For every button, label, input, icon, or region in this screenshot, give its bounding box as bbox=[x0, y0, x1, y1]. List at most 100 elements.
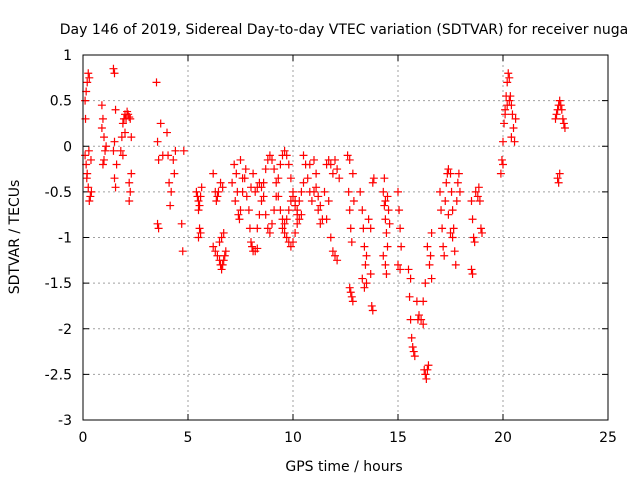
data-point-plus bbox=[110, 137, 119, 146]
data-point-plus bbox=[552, 110, 561, 119]
data-point-plus bbox=[111, 105, 120, 114]
data-point-plus bbox=[314, 206, 323, 215]
data-point-plus bbox=[295, 197, 304, 205]
y-tick-label: 0.5 bbox=[50, 94, 72, 110]
data-point-plus bbox=[194, 206, 203, 215]
data-point-plus bbox=[368, 178, 377, 187]
data-point-plus bbox=[415, 311, 423, 320]
data-point-plus bbox=[406, 274, 415, 283]
data-point-plus bbox=[100, 133, 108, 142]
data-point-plus bbox=[218, 260, 227, 269]
data-point-plus bbox=[125, 113, 134, 122]
data-point-plus bbox=[284, 206, 293, 215]
data-point-plus bbox=[394, 187, 402, 196]
data-point-plus bbox=[425, 260, 434, 269]
data-point-plus bbox=[362, 251, 371, 260]
data-point-plus bbox=[333, 256, 342, 265]
y-tick-label: -2.5 bbox=[45, 367, 72, 383]
data-point-plus bbox=[322, 215, 331, 224]
data-point-plus bbox=[555, 96, 564, 105]
data-point-plus bbox=[297, 187, 306, 196]
data-point-plus bbox=[326, 160, 335, 169]
data-point-plus bbox=[297, 210, 306, 219]
data-point-plus bbox=[421, 370, 430, 379]
data-point-plus bbox=[554, 178, 563, 187]
data-point-plus bbox=[303, 174, 312, 183]
data-point-plus bbox=[286, 242, 295, 251]
data-point-plus bbox=[268, 219, 276, 228]
data-point-plus bbox=[379, 187, 388, 196]
data-point-plus bbox=[427, 274, 436, 283]
data-point-plus bbox=[345, 155, 354, 164]
data-point-plus bbox=[345, 283, 354, 292]
data-point-plus bbox=[251, 187, 260, 196]
data-point-plus bbox=[235, 215, 244, 224]
data-point-plus bbox=[220, 251, 229, 260]
data-point-plus bbox=[236, 155, 245, 164]
data-point-plus bbox=[81, 96, 90, 105]
data-point-plus bbox=[125, 178, 134, 187]
data-point-plus bbox=[282, 233, 291, 242]
data-point-plus bbox=[385, 219, 394, 228]
data-point-plus bbox=[328, 169, 337, 178]
data-point-plus bbox=[379, 251, 388, 260]
data-point-plus bbox=[228, 178, 237, 187]
data-point-plus bbox=[289, 238, 297, 247]
data-point-plus bbox=[448, 233, 457, 242]
data-point-plus bbox=[259, 192, 268, 201]
data-point-plus bbox=[380, 174, 389, 183]
data-point-plus bbox=[154, 224, 163, 233]
data-point-plus bbox=[276, 160, 285, 169]
data-point-plus bbox=[446, 228, 455, 237]
data-point-plus bbox=[257, 183, 266, 192]
data-point-plus bbox=[85, 197, 94, 205]
data-point-plus bbox=[335, 174, 344, 183]
data-point-plus bbox=[347, 238, 356, 247]
data-point-plus bbox=[316, 219, 325, 228]
data-point-plus bbox=[97, 124, 106, 132]
data-point-plus bbox=[504, 69, 513, 78]
data-point-plus bbox=[511, 114, 520, 123]
data-point-plus bbox=[127, 133, 136, 142]
data-point-plus bbox=[126, 187, 135, 196]
data-point-plus bbox=[291, 228, 300, 237]
data-point-plus bbox=[274, 174, 283, 183]
data-point-plus bbox=[111, 183, 120, 192]
data-point-plus bbox=[449, 224, 458, 233]
data-point-plus bbox=[503, 78, 512, 87]
data-point-plus bbox=[84, 69, 93, 78]
data-point-plus bbox=[236, 206, 245, 215]
data-point-plus bbox=[384, 206, 393, 215]
data-point-plus bbox=[417, 315, 426, 324]
data-point-plus bbox=[348, 169, 357, 178]
data-point-plus bbox=[380, 201, 389, 210]
data-point-plus bbox=[369, 174, 378, 183]
data-point-plus bbox=[382, 228, 391, 237]
data-point-plus bbox=[436, 187, 444, 196]
data-point-plus bbox=[98, 160, 107, 169]
data-point-plus bbox=[499, 137, 507, 146]
data-point-plus bbox=[410, 352, 419, 361]
data-point-plus bbox=[295, 215, 304, 224]
data-point-plus bbox=[320, 187, 329, 196]
data-point-plus bbox=[289, 192, 297, 201]
data-point-plus bbox=[396, 265, 405, 274]
data-point-plus bbox=[310, 155, 318, 164]
data-point-plus bbox=[326, 233, 335, 242]
data-point-plus bbox=[152, 78, 161, 87]
data-point-plus bbox=[244, 206, 253, 215]
data-point-plus bbox=[441, 197, 450, 205]
data-point-plus bbox=[293, 206, 302, 215]
data-point-plus bbox=[241, 165, 250, 174]
x-tick-label: 10 bbox=[284, 430, 302, 446]
data-point-plus bbox=[310, 187, 318, 196]
data-point-plus bbox=[560, 124, 569, 132]
data-point-plus bbox=[333, 165, 342, 174]
data-point-plus bbox=[496, 169, 505, 178]
data-point-plus bbox=[166, 201, 175, 210]
data-point-plus bbox=[169, 155, 178, 164]
data-point-plus bbox=[395, 206, 404, 215]
data-point-plus bbox=[408, 343, 417, 351]
data-point-plus bbox=[282, 151, 291, 160]
